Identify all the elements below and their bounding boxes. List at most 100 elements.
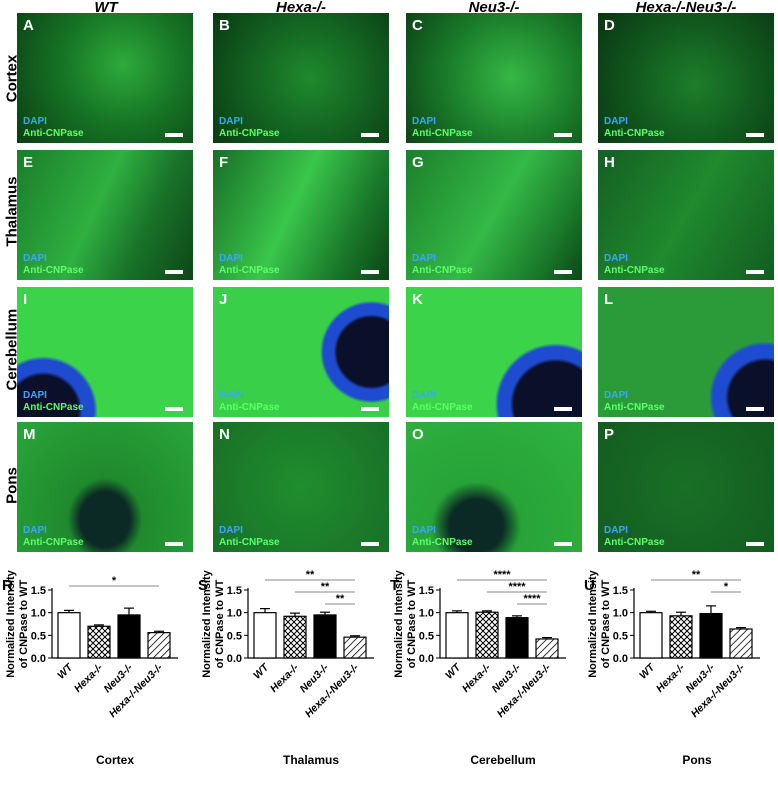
dapi-label: DAPI (412, 116, 436, 127)
significance-label: * (112, 575, 117, 587)
panel-letter: P (604, 426, 615, 443)
scale-bar (746, 542, 764, 546)
y-axis-label: of CNPase to WT (600, 579, 612, 668)
bar (445, 612, 469, 659)
category-label: Hexa-/-Neu3-/- (107, 661, 166, 720)
anti-cnpase-label: Anti-CNPase (604, 265, 665, 276)
micrograph-panel-j: J DAPI Anti-CNPase (213, 287, 389, 417)
micrograph-image (406, 13, 582, 143)
y-tick-label: 0.0 (31, 653, 46, 665)
panel-letter: I (23, 291, 28, 308)
micrograph-panel-c: C DAPI Anti-CNPase (406, 13, 582, 143)
anti-cnpase-label: Anti-CNPase (604, 128, 665, 139)
scale-bar (554, 407, 572, 411)
micrograph-panel-m: M DAPI Anti-CNPase (17, 422, 193, 552)
scale-bar (165, 270, 183, 274)
bar (147, 632, 171, 659)
significance-label: * (724, 581, 729, 593)
scale-bar (165, 542, 183, 546)
y-tick-label: 0.5 (227, 630, 242, 642)
anti-cnpase-label: Anti-CNPase (219, 128, 280, 139)
column-header-hexa-neu3: Hexa-/-Neu3-/- (635, 0, 737, 16)
bar (699, 612, 723, 659)
panel-letter: E (23, 154, 34, 171)
bar (87, 625, 111, 659)
scale-bar (361, 542, 379, 546)
micrograph-image (17, 422, 193, 552)
micrograph-panel-e: E DAPI Anti-CNPase (17, 150, 193, 280)
micrograph-image (598, 13, 774, 143)
dapi-label: DAPI (412, 390, 436, 401)
dapi-label: DAPI (604, 116, 628, 127)
y-tick-label: 0.0 (227, 653, 242, 665)
dapi-label: DAPI (23, 116, 47, 127)
bar (475, 611, 499, 659)
chart-panel-letter: R (2, 577, 13, 594)
bar (57, 612, 81, 659)
category-label: Hexa-/-Neu3-/- (495, 661, 554, 720)
y-tick-label: 1.5 (31, 585, 46, 597)
significance-label: **** (493, 569, 511, 581)
significance-label: ** (321, 581, 330, 593)
panel-letter: O (412, 426, 424, 443)
y-axis-label: of CNPase to WT (214, 579, 226, 668)
scale-bar (361, 407, 379, 411)
bar (505, 617, 529, 659)
scale-bar (554, 270, 572, 274)
significance-label: **** (523, 593, 541, 605)
chart-title: Pons (682, 753, 712, 767)
anti-cnpase-label: Anti-CNPase (412, 128, 473, 139)
category-label: Hexa-/-Neu3-/- (303, 661, 362, 720)
bar (639, 612, 663, 659)
y-tick-label: 1.5 (227, 585, 242, 597)
micrograph-image (213, 150, 389, 280)
chart-panel-letter: T (390, 577, 399, 594)
bar (253, 612, 277, 659)
micrograph-image (406, 422, 582, 552)
chart-title: Cortex (96, 753, 134, 767)
category-label: WT (637, 661, 658, 682)
micrograph-panel-o: O DAPI Anti-CNPase (406, 422, 582, 552)
y-axis-label: Normalized Intensity (201, 569, 213, 677)
panel-letter: L (604, 291, 614, 308)
dapi-label: DAPI (219, 390, 243, 401)
y-axis-label: of CNPase to WT (18, 579, 30, 668)
micrograph-panel-b: B DAPI Anti-CNPase (213, 13, 389, 143)
micrograph-image (406, 287, 582, 417)
scale-bar (361, 270, 379, 274)
bar (283, 615, 307, 659)
column-header-neu3: Neu3-/- (468, 0, 520, 16)
y-tick-label: 1.0 (419, 608, 434, 620)
bar (669, 615, 693, 659)
dapi-label: DAPI (23, 253, 47, 264)
scale-bar (554, 133, 572, 137)
micrograph-panel-d: D DAPI Anti-CNPase (598, 13, 774, 143)
y-axis-label: Normalized Intensity (587, 569, 599, 677)
dapi-label: DAPI (23, 525, 47, 536)
bar (729, 628, 753, 659)
category-label: Hexa-/- (654, 661, 688, 695)
y-tick-label: 0.5 (419, 630, 434, 642)
micrograph-panel-l: L DAPI Anti-CNPase (598, 287, 774, 417)
micrograph-image (17, 13, 193, 143)
anti-cnpase-label: Anti-CNPase (219, 265, 280, 276)
micrograph-image (213, 287, 389, 417)
significance-label: ** (336, 593, 345, 605)
column-header-wt: WT (94, 0, 118, 16)
micrograph-image (406, 150, 582, 280)
panel-letter: M (23, 426, 36, 443)
panel-letter: N (219, 426, 230, 443)
scale-bar (165, 407, 183, 411)
anti-cnpase-label: Anti-CNPase (412, 537, 473, 548)
chart-title: Thalamus (283, 753, 339, 767)
panel-letter: A (23, 17, 34, 34)
category-label: Hexa-/-Neu3-/- (689, 661, 748, 720)
y-axis-label: of CNPase to WT (406, 579, 418, 668)
category-label: WT (251, 661, 272, 682)
micrograph-panel-h: H DAPI Anti-CNPase (598, 150, 774, 280)
y-tick-label: 0.5 (31, 630, 46, 642)
category-label: WT (443, 661, 464, 682)
micrograph-image (598, 287, 774, 417)
y-axis-label: Normalized Intensity (5, 569, 17, 677)
